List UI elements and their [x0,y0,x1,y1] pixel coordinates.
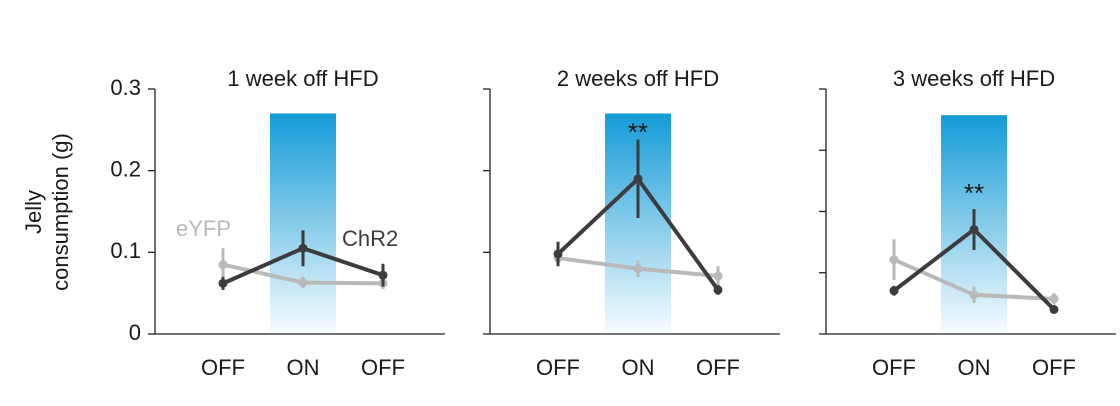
data-point [218,260,228,270]
x-tick-label: OFF [696,355,740,380]
x-tick-label: ON [287,355,320,380]
data-point [969,224,979,234]
y-tick-label: 0.1 [110,238,141,263]
y-axis-label-line: Jelly [21,190,46,234]
significance: ** [628,117,648,147]
data-point [969,290,979,300]
legend-label: ChR2 [342,226,398,251]
data-point [1049,294,1059,304]
y-axis-label: Jellyconsumption (g) [21,133,73,291]
stim-highlight [270,113,336,334]
x-tick-label: OFF [536,355,580,380]
y-tick-label: 0 [129,320,141,345]
x-tick-label: OFF [872,355,916,380]
x-tick-label: OFF [1032,355,1076,380]
data-point [633,264,643,274]
data-point [553,249,563,259]
x-tick-label: ON [622,355,655,380]
data-point [713,285,723,295]
data-point [889,255,899,265]
data-point [298,278,308,288]
panel-title: 3 weeks off HFD [893,66,1055,91]
y-axis-label-line: consumption (g) [48,133,73,291]
data-point [889,286,899,296]
data-point [1049,305,1059,314]
data-point [378,270,388,280]
y-tick-label: 0.3 [110,75,141,100]
data-point [713,271,723,281]
x-tick-label: OFF [361,355,405,380]
y-tick-label: 0.2 [110,156,141,181]
legend-label: eYFP [176,216,231,241]
panel-title: 2 weeks off HFD [557,66,719,91]
data-point [218,278,228,288]
panel-title: 1 week off HFD [227,66,378,91]
data-point [298,243,308,253]
significance: ** [964,178,984,208]
x-tick-label: OFF [201,355,245,380]
data-point [633,174,643,184]
x-tick-label: ON [958,355,991,380]
